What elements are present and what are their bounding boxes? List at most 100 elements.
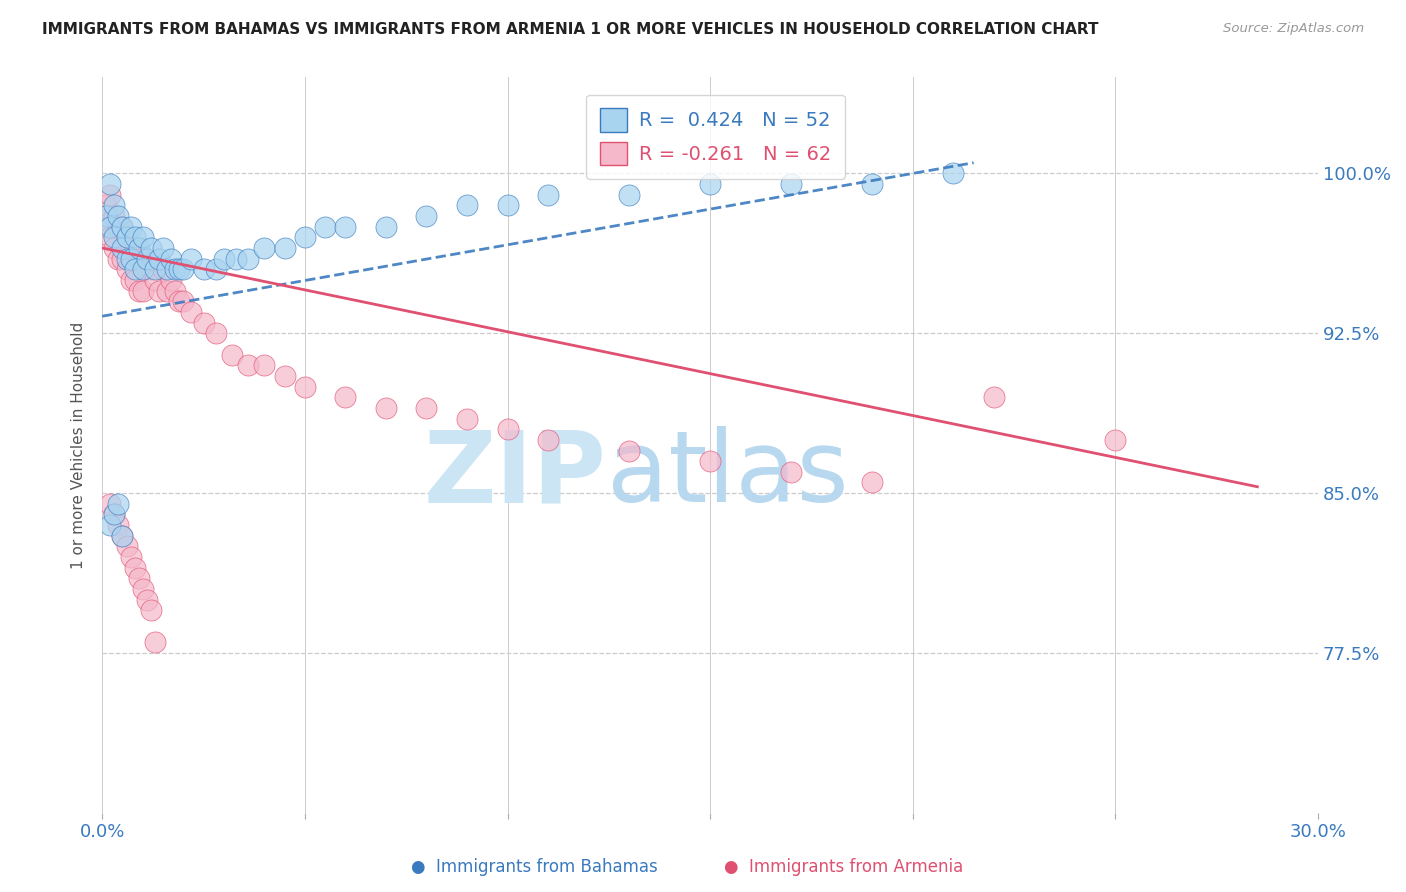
Text: IMMIGRANTS FROM BAHAMAS VS IMMIGRANTS FROM ARMENIA 1 OR MORE VEHICLES IN HOUSEHO: IMMIGRANTS FROM BAHAMAS VS IMMIGRANTS FR… <box>42 22 1098 37</box>
Point <box>128 252 150 266</box>
Point <box>456 411 478 425</box>
Point <box>103 508 125 522</box>
Point <box>111 241 134 255</box>
Point <box>294 379 316 393</box>
Point <box>115 252 138 266</box>
Point <box>204 326 226 341</box>
Point <box>253 241 276 255</box>
Point <box>124 230 146 244</box>
Point <box>132 284 155 298</box>
Point <box>172 262 194 277</box>
Point <box>120 550 142 565</box>
Y-axis label: 1 or more Vehicles in Household: 1 or more Vehicles in Household <box>72 321 86 569</box>
Point <box>111 529 134 543</box>
Text: ZIP: ZIP <box>425 426 607 523</box>
Point <box>107 252 129 266</box>
Point <box>537 433 560 447</box>
Text: Source: ZipAtlas.com: Source: ZipAtlas.com <box>1223 22 1364 36</box>
Point <box>699 177 721 191</box>
Point <box>273 241 295 255</box>
Point <box>335 219 357 234</box>
Point <box>139 262 162 277</box>
Point <box>193 316 215 330</box>
Point <box>152 241 174 255</box>
Point <box>128 241 150 255</box>
Point <box>143 635 166 649</box>
Point <box>167 294 190 309</box>
Point <box>294 230 316 244</box>
Point <box>273 368 295 383</box>
Point <box>98 219 121 234</box>
Point <box>180 252 202 266</box>
Point <box>124 262 146 277</box>
Point <box>496 422 519 436</box>
Point <box>120 273 142 287</box>
Point <box>128 571 150 585</box>
Text: ●  Immigrants from Armenia: ● Immigrants from Armenia <box>724 858 963 876</box>
Point <box>132 252 155 266</box>
Point <box>942 166 965 180</box>
Point <box>617 187 640 202</box>
Text: ●  Immigrants from Bahamas: ● Immigrants from Bahamas <box>411 858 658 876</box>
Point <box>115 230 138 244</box>
Point <box>98 177 121 191</box>
Point <box>167 262 190 277</box>
Point <box>236 358 259 372</box>
Point <box>165 284 187 298</box>
Point <box>152 262 174 277</box>
Point <box>115 540 138 554</box>
Point <box>225 252 247 266</box>
Point <box>860 475 883 490</box>
Point <box>143 273 166 287</box>
Point <box>98 230 121 244</box>
Point <box>165 262 187 277</box>
Point <box>860 177 883 191</box>
Point <box>132 230 155 244</box>
Point <box>120 252 142 266</box>
Point <box>983 390 1005 404</box>
Point <box>124 560 146 574</box>
Point <box>314 219 336 234</box>
Point <box>253 358 276 372</box>
Point <box>98 518 121 533</box>
Point <box>96 219 118 234</box>
Point <box>537 187 560 202</box>
Point <box>780 465 803 479</box>
Point <box>415 209 437 223</box>
Point <box>120 219 142 234</box>
Point <box>156 262 179 277</box>
Point <box>374 401 396 415</box>
Point <box>617 443 640 458</box>
Point <box>148 284 170 298</box>
Point <box>374 219 396 234</box>
Point <box>221 348 243 362</box>
Point <box>148 252 170 266</box>
Point <box>111 219 134 234</box>
Point <box>111 219 134 234</box>
Point <box>103 198 125 212</box>
Point <box>132 582 155 596</box>
Point <box>172 294 194 309</box>
Point <box>1104 433 1126 447</box>
Point <box>128 284 150 298</box>
Point <box>139 241 162 255</box>
Point <box>139 603 162 617</box>
Point <box>143 262 166 277</box>
Point <box>156 284 179 298</box>
Point <box>180 305 202 319</box>
Point <box>193 262 215 277</box>
Point <box>115 262 138 277</box>
Point <box>124 241 146 255</box>
Point <box>107 219 129 234</box>
Point <box>236 252 259 266</box>
Point <box>132 262 155 277</box>
Point <box>111 252 134 266</box>
Point <box>111 529 134 543</box>
Point <box>107 497 129 511</box>
Point <box>107 518 129 533</box>
Text: atlas: atlas <box>607 426 848 523</box>
Point <box>103 508 125 522</box>
Point <box>135 262 157 277</box>
Legend: R =  0.424   N = 52, R = -0.261   N = 62: R = 0.424 N = 52, R = -0.261 N = 62 <box>586 95 845 179</box>
Point <box>456 198 478 212</box>
